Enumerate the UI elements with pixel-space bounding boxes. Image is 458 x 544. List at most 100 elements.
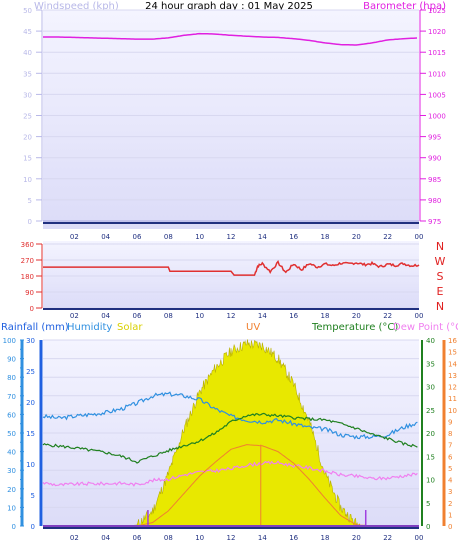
wind-dir-time-tick-label: 04 bbox=[101, 312, 110, 320]
humidity-tick-label: 30 bbox=[7, 467, 16, 475]
uv-tick-label: 15 bbox=[448, 349, 457, 357]
legend-rainfall: Rainfall (mm) bbox=[1, 322, 69, 333]
uv-tick-label: 3 bbox=[448, 488, 452, 496]
windspeed-tick-label: 5 bbox=[28, 197, 32, 205]
top-time-tick-label: 22 bbox=[383, 233, 392, 241]
barometer-line bbox=[43, 32, 418, 46]
wind-dir-tick-label: 270 bbox=[21, 257, 34, 265]
barometer-tick-label: 995 bbox=[428, 134, 441, 142]
compass-label: S bbox=[437, 270, 444, 283]
humidity-tick-label: 0 bbox=[12, 523, 16, 531]
bottom-time-ticks: 02 04 06 08 10 12 14 16 18 20 22 00 bbox=[43, 527, 423, 542]
barometer-tick-label: 980 bbox=[428, 197, 441, 205]
bottom-series bbox=[42, 391, 419, 527]
rain-tick-label: 10 bbox=[26, 461, 35, 469]
temperature-tick-label: 40 bbox=[426, 337, 435, 345]
humidity-tick-label: 90 bbox=[7, 356, 16, 364]
barometer-series bbox=[43, 32, 419, 222]
wind-dir-tick-label: 180 bbox=[21, 273, 34, 281]
wind-dir-ticks: 0 90 180 270 360 bbox=[21, 241, 43, 313]
wind-dir-time-tick-label: 02 bbox=[70, 312, 79, 320]
wind-dir-tick-label: 360 bbox=[21, 241, 34, 249]
uv-tick-label: 0 bbox=[448, 523, 452, 531]
top-time-ticks: 02 04 06 08 10 12 14 16 18 20 22 00 bbox=[43, 222, 424, 241]
legend-uv: UV bbox=[246, 322, 260, 333]
uv-tick-label: 11 bbox=[448, 395, 457, 403]
temperature-tick-label: 25 bbox=[426, 407, 435, 415]
wind-dir-time-ticks: 02 04 06 08 10 12 14 16 18 20 22 00 bbox=[43, 308, 423, 320]
uv-tick-label: 1 bbox=[448, 511, 452, 519]
wind-dir-time-tick-label: 16 bbox=[289, 312, 298, 320]
top-time-tick-label: 06 bbox=[133, 233, 142, 241]
wind-dir-time-tick-label: 22 bbox=[383, 312, 392, 320]
compass-label: W bbox=[435, 255, 446, 268]
top-plot-area bbox=[43, 10, 419, 229]
rain-tick-label: 15 bbox=[26, 430, 35, 438]
wind-dir-time-tick-label: 06 bbox=[133, 312, 142, 320]
barometer-tick-label: 1010 bbox=[428, 70, 446, 78]
wind-dir-tick-label: 0 bbox=[30, 305, 34, 313]
uv-tick-label: 13 bbox=[448, 372, 457, 380]
windspeed-tick-label: 50 bbox=[23, 7, 32, 15]
rain-tick-label: 20 bbox=[26, 399, 35, 407]
barometer-tick-label: 975 bbox=[428, 218, 441, 226]
humidity-tick-label: 10 bbox=[7, 504, 16, 512]
humidity-tick-label: 60 bbox=[7, 411, 16, 419]
wind-dir-time-tick-label: 20 bbox=[352, 312, 361, 320]
temperature-line bbox=[42, 412, 418, 464]
humidity-tick-label: 40 bbox=[7, 449, 16, 457]
wind-dir-time-tick-label: 10 bbox=[195, 312, 204, 320]
uv-tick-label: 5 bbox=[448, 465, 452, 473]
windspeed-tick-label: 20 bbox=[23, 134, 32, 142]
barometer-tick-label: 1005 bbox=[428, 91, 446, 99]
uv-tick-label: 6 bbox=[448, 453, 453, 461]
legend-solar: Solar bbox=[117, 322, 143, 333]
bottom-time-tick-label: 02 bbox=[70, 534, 79, 542]
windspeed-tick-label: 0 bbox=[28, 218, 32, 226]
top-time-tick-label: 18 bbox=[321, 233, 330, 241]
top-time-tick-label: 14 bbox=[258, 233, 267, 241]
legend-dew-point: Dew Point (°C) bbox=[393, 322, 458, 333]
uv-tick-label: 8 bbox=[448, 430, 452, 438]
bottom-time-tick-label: 04 bbox=[101, 534, 110, 542]
humidity-line bbox=[42, 391, 418, 440]
temperature-tick-label: 20 bbox=[426, 430, 435, 438]
top-time-tick-label: 02 bbox=[70, 233, 79, 241]
windspeed-ticks: 0 5 10 15 20 25 30 35 40 45 50 bbox=[23, 7, 43, 226]
top-time-tick-label: 12 bbox=[227, 233, 236, 241]
temperature-tick-label: 10 bbox=[426, 477, 435, 485]
uv-tick-label: 4 bbox=[448, 477, 453, 485]
humidity-tick-label: 20 bbox=[7, 486, 16, 494]
barometer-tick-label: 1025 bbox=[428, 7, 446, 15]
wind-dir-time-tick-label: 08 bbox=[164, 312, 173, 320]
windspeed-tick-label: 25 bbox=[23, 113, 32, 121]
barometer-tick-label: 1020 bbox=[428, 28, 446, 36]
temperature-tick-label: 35 bbox=[426, 360, 435, 368]
uv-tick-label: 9 bbox=[448, 418, 452, 426]
top-time-tick-label: 16 bbox=[289, 233, 298, 241]
temperature-tick-label: 15 bbox=[426, 453, 435, 461]
barometer-axis-label: Barometer (hpa) bbox=[363, 1, 446, 12]
windspeed-tick-label: 10 bbox=[23, 176, 32, 184]
bottom-time-tick-label: 16 bbox=[289, 534, 298, 542]
uv-tick-label: 2 bbox=[448, 500, 452, 508]
compass-label: E bbox=[437, 285, 444, 298]
windspeed-tick-label: 15 bbox=[23, 155, 32, 163]
rain-tick-label: 5 bbox=[31, 492, 35, 500]
compass-label: N bbox=[436, 300, 444, 313]
temperature-tick-label: 30 bbox=[426, 384, 435, 392]
barometer-tick-label: 1000 bbox=[428, 113, 446, 121]
windspeed-axis-label: Windspeed (kph) bbox=[34, 1, 119, 12]
uv-tick-label: 14 bbox=[448, 360, 457, 368]
temperature-tick-label: 0 bbox=[426, 523, 430, 531]
bottom-time-tick-label: 08 bbox=[164, 534, 173, 542]
rain-tick-label: 25 bbox=[26, 368, 35, 376]
rain-tick-label: 0 bbox=[31, 523, 35, 531]
barometer-tick-label: 990 bbox=[428, 155, 441, 163]
top-time-tick-label: 00 bbox=[415, 233, 424, 241]
top-time-tick-label: 08 bbox=[164, 233, 173, 241]
uv-tick-label: 16 bbox=[448, 337, 457, 345]
wind-direction-series bbox=[43, 259, 420, 276]
